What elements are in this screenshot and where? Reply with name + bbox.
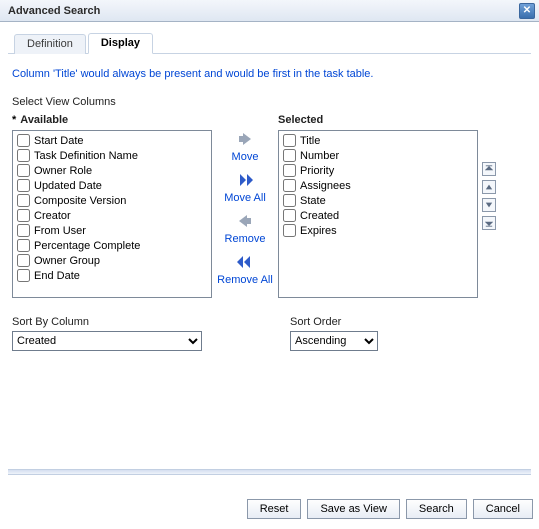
sort-by-select[interactable]: Created <box>12 331 202 351</box>
remove-label: Remove <box>225 233 266 245</box>
list-item-checkbox[interactable] <box>283 209 296 222</box>
list-item-label: Title <box>300 135 320 147</box>
sort-by-block: Sort By Column Created <box>12 316 202 351</box>
list-item-label: Owner Group <box>34 255 100 267</box>
list-item-checkbox[interactable] <box>283 194 296 207</box>
list-item-label: Updated Date <box>34 180 102 192</box>
move-all-label: Move All <box>224 192 266 204</box>
list-item-checkbox[interactable] <box>17 224 30 237</box>
list-item[interactable]: From User <box>15 223 209 238</box>
list-item[interactable]: Owner Group <box>15 253 209 268</box>
list-item-label: Owner Role <box>34 165 92 177</box>
list-item-label: Priority <box>300 165 334 177</box>
list-item-checkbox[interactable] <box>283 224 296 237</box>
list-item-checkbox[interactable] <box>17 164 30 177</box>
list-item-label: Task Definition Name <box>34 150 138 162</box>
remove-icon[interactable] <box>234 212 256 230</box>
sort-order-select[interactable]: Ascending <box>290 331 378 351</box>
window-title: Advanced Search <box>8 5 519 17</box>
close-icon[interactable]: ✕ <box>519 3 535 19</box>
remove-all-label: Remove All <box>217 274 273 286</box>
move-bottom-icon[interactable] <box>482 216 496 230</box>
selected-header: Selected <box>278 114 478 126</box>
sort-order-label: Sort Order <box>290 316 378 328</box>
list-item-label: Start Date <box>34 135 84 147</box>
button-row: Reset Save as View Search Cancel <box>247 499 533 519</box>
tab-display[interactable]: Display <box>88 33 153 54</box>
remove-all-icon[interactable] <box>234 253 256 271</box>
list-item[interactable]: Created <box>281 208 475 223</box>
cancel-button[interactable]: Cancel <box>473 499 533 519</box>
list-item[interactable]: Start Date <box>15 133 209 148</box>
list-item-label: State <box>300 195 326 207</box>
sort-order-block: Sort Order Ascending <box>290 316 378 351</box>
list-item-checkbox[interactable] <box>283 164 296 177</box>
list-item[interactable]: Number <box>281 148 475 163</box>
list-item-checkbox[interactable] <box>17 149 30 162</box>
list-item-checkbox[interactable] <box>17 254 30 267</box>
required-asterisk: * <box>12 114 16 126</box>
list-item[interactable]: Creator <box>15 208 209 223</box>
list-item-label: From User <box>34 225 86 237</box>
list-item[interactable]: Task Definition Name <box>15 148 209 163</box>
list-item[interactable]: End Date <box>15 268 209 283</box>
list-item-checkbox[interactable] <box>17 209 30 222</box>
reset-button[interactable]: Reset <box>247 499 302 519</box>
list-item[interactable]: Owner Role <box>15 163 209 178</box>
dual-list: * Available Start Date Task Definition Na… <box>12 114 527 298</box>
list-item-checkbox[interactable] <box>17 134 30 147</box>
available-listbox[interactable]: Start Date Task Definition Name Owner Role… <box>12 130 212 298</box>
selected-listbox[interactable]: Title Number Priority Assignees State Created… <box>278 130 478 298</box>
list-item-label: Number <box>300 150 339 162</box>
available-label: Available <box>20 114 68 126</box>
list-item-checkbox[interactable] <box>283 179 296 192</box>
select-view-columns-label: Select View Columns <box>12 96 527 108</box>
tab-strip: Definition Display <box>8 32 531 54</box>
list-item[interactable]: Percentage Complete <box>15 238 209 253</box>
list-item-label: Creator <box>34 210 71 222</box>
separator <box>8 469 531 475</box>
list-item-checkbox[interactable] <box>17 269 30 282</box>
move-label: Move <box>232 151 259 163</box>
list-item[interactable]: Expires <box>281 223 475 238</box>
search-button[interactable]: Search <box>406 499 467 519</box>
list-item-label: Expires <box>300 225 337 237</box>
info-text: Column 'Title' would always be present a… <box>12 68 527 80</box>
move-down-icon[interactable] <box>482 198 496 212</box>
tab-definition[interactable]: Definition <box>14 34 86 54</box>
list-item-label: Assignees <box>300 180 351 192</box>
move-all-icon[interactable] <box>234 171 256 189</box>
list-item-label: Composite Version <box>34 195 126 207</box>
list-item-label: Created <box>300 210 339 222</box>
available-column: * Available Start Date Task Definition Na… <box>12 114 212 298</box>
list-item[interactable]: Title <box>281 133 475 148</box>
list-item-checkbox[interactable] <box>17 194 30 207</box>
list-item-label: End Date <box>34 270 80 282</box>
sort-by-label: Sort By Column <box>12 316 202 328</box>
list-item-checkbox[interactable] <box>17 179 30 192</box>
available-header: * Available <box>12 114 212 126</box>
title-bar: Advanced Search ✕ <box>0 0 539 22</box>
shuttle-controls: Move Move All Remove Remove All <box>212 114 278 290</box>
list-item-label: Percentage Complete <box>34 240 140 252</box>
move-up-icon[interactable] <box>482 180 496 194</box>
list-item[interactable]: Updated Date <box>15 178 209 193</box>
selected-column: Selected Title Number Priority Assignees Sta… <box>278 114 478 298</box>
selected-label: Selected <box>278 114 323 126</box>
list-item[interactable]: State <box>281 193 475 208</box>
move-top-icon[interactable] <box>482 162 496 176</box>
save-as-view-button[interactable]: Save as View <box>307 499 399 519</box>
move-icon[interactable] <box>234 130 256 148</box>
list-item[interactable]: Assignees <box>281 178 475 193</box>
list-item-checkbox[interactable] <box>17 239 30 252</box>
list-item[interactable]: Composite Version <box>15 193 209 208</box>
list-item-checkbox[interactable] <box>283 149 296 162</box>
reorder-controls <box>482 162 496 230</box>
list-item[interactable]: Priority <box>281 163 475 178</box>
list-item-checkbox[interactable] <box>283 134 296 147</box>
sort-row: Sort By Column Created Sort Order Ascend… <box>12 316 527 351</box>
